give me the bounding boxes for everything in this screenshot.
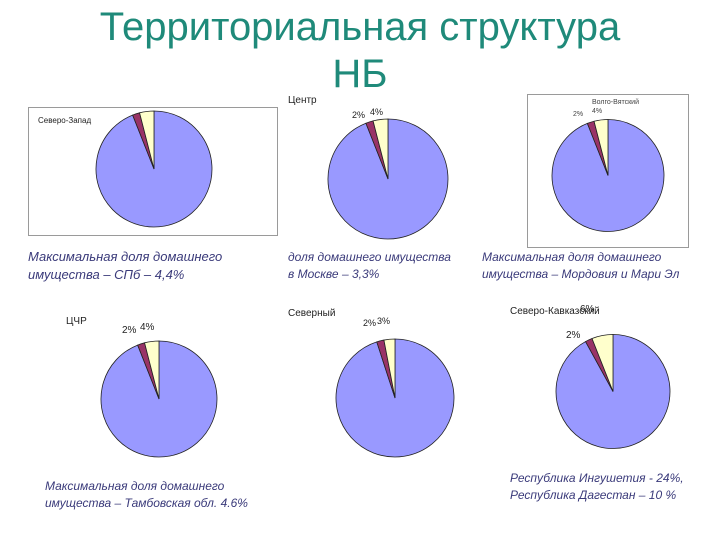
data-label-caucasus-light: 6% [580, 304, 595, 315]
pie-title-north: Северный [288, 308, 336, 319]
pie-title-volga-vyatka: Волго-Вятский [592, 99, 640, 106]
pie-chart-cher [100, 340, 218, 458]
pie-chart-north-west [95, 110, 213, 228]
data-label-cher-light: 4% [140, 322, 155, 333]
caption-mordovia-line1: Максимальная доля домашнего [482, 250, 662, 264]
pie-title-north-west: Северо-Запад [38, 116, 92, 125]
pie-chart-north [335, 338, 455, 458]
caption-moscow: доля домашнего имущества в Москве – 3,3% [288, 249, 451, 283]
pie-title-centre: Центр [288, 95, 317, 106]
pie-slice-light [383, 338, 396, 399]
caption-moscow-line2: в Москве – 3,3% [288, 267, 380, 281]
caption-caucasus-line2: Республика Дагестан – 10 % [510, 488, 677, 502]
caption-tambov-line1: Максимальная доля домашнего [45, 479, 225, 493]
pie-slice-light [144, 340, 160, 400]
pie-chart-centre [327, 118, 449, 240]
data-label-north-light: 3% [377, 316, 391, 326]
slide-title-line2: НБ [332, 52, 388, 96]
caption-mordovia: Максимальная доля домашнего имущества – … [482, 249, 679, 283]
pie-slice-light [139, 110, 155, 170]
caption-moscow-line1: доля домашнего имущества [288, 250, 451, 264]
data-label-caucasus-dark: 2% [566, 330, 581, 341]
caption-caucasus-line1: Республика Ингушетия - 24%, [510, 471, 684, 485]
pie-title-north-caucasus: Северо-Кавказский [510, 306, 600, 317]
data-label-volga-light: 4% [592, 108, 603, 115]
caption-spb-line2: имущества – СПб – 4,4% [28, 267, 185, 282]
slide-title-line1: Территориальная структура [99, 5, 621, 49]
caption-tambov: Максимальная доля домашнего имущества – … [45, 478, 248, 512]
pie-slice-light [372, 118, 389, 180]
pie-chart-volga-vyatka [551, 119, 665, 232]
pie-slice-light [593, 119, 609, 176]
caption-spb-line1: Максимальная доля домашнего [28, 249, 223, 264]
caption-mordovia-line2: имущества – Мордовия и Мари Эл [482, 267, 680, 281]
pie-title-cher: ЦЧР [66, 316, 87, 327]
caption-tambov-line2: имущества – Тамбовская обл. 4.6% [45, 496, 248, 510]
data-label-volga-dark: 2% [573, 111, 584, 118]
caption-spb: Максимальная доля домашнего имущества – … [28, 248, 222, 284]
data-label-north-dark: 2% [363, 318, 377, 328]
pie-chart-north-caucasus [555, 334, 671, 449]
caption-caucasus: Республика Ингушетия - 24%, Республика Д… [510, 470, 684, 504]
data-label-centre-dark: 2% [352, 110, 366, 120]
data-label-cher-dark: 2% [122, 325, 137, 336]
pie-slice-light [591, 334, 614, 392]
data-label-centre-light: 4% [370, 107, 384, 117]
